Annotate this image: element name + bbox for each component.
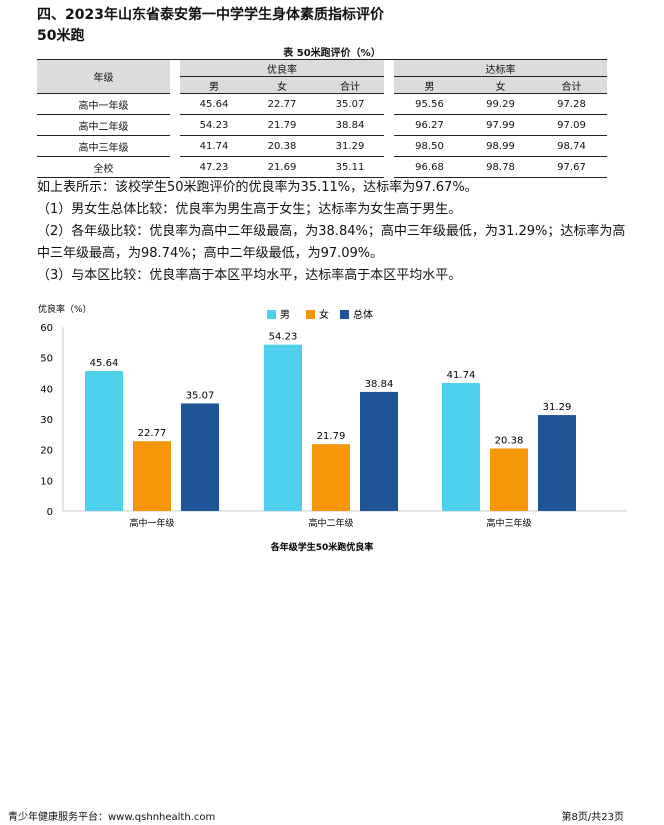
data-label: 22.77 xyxy=(138,428,167,439)
legend-label: 总体 xyxy=(353,308,373,321)
value-cell: 20.38 xyxy=(248,136,316,157)
table-row: 全校 47.23 21.69 35.11 96.68 98.78 97.67 xyxy=(37,157,607,178)
x-tick-label: 高中三年级 xyxy=(486,517,531,529)
paragraph: （3）与本区比较：优良率高于本区平均水平，达标率高于本区平均水平。 xyxy=(37,268,462,283)
value-cell: 97.28 xyxy=(536,94,607,115)
bar-chart: 优良率（%） 0 10 20 30 40 50 60 男 女 总体 45.64 22.77 35.07 高中… xyxy=(38,303,627,553)
legend-label: 男 xyxy=(280,309,290,321)
y-tick-label: 60 xyxy=(40,323,53,334)
grade-cell: 高中一年级 xyxy=(37,94,170,115)
value-cell: 31.29 xyxy=(316,136,384,157)
bar xyxy=(490,448,528,511)
value-cell: 22.77 xyxy=(248,94,316,115)
value-cell: 97.09 xyxy=(536,115,607,136)
grade-cell: 全校 xyxy=(37,157,170,178)
value-cell: 98.50 xyxy=(394,136,465,157)
y-tick-label: 30 xyxy=(40,415,53,426)
grade-cell: 高中二年级 xyxy=(37,115,170,136)
sub-header: 合计 xyxy=(316,77,384,94)
y-tick-label: 50 xyxy=(40,354,53,365)
value-cell: 47.23 xyxy=(180,157,248,178)
evaluation-table: 年级 优良率 达标率 男 女 合计 男 女 合计 高中一年级 45.64 22.77… xyxy=(37,59,607,178)
data-label: 45.64 xyxy=(90,358,119,369)
bar xyxy=(181,403,219,511)
data-label: 38.84 xyxy=(365,379,394,390)
value-cell: 45.64 xyxy=(180,94,248,115)
value-cell: 96.68 xyxy=(394,157,465,178)
value-cell: 21.69 xyxy=(248,157,316,178)
paragraph: （2）各年级比较：优良率为高中二年级最高，为38.84%；高中三年级最低，为31… xyxy=(37,224,626,261)
data-label: 21.79 xyxy=(317,431,346,442)
sub-header: 女 xyxy=(465,77,536,94)
subsection-heading: 50米跑 xyxy=(37,28,85,44)
section-heading: 四、2023年山东省泰安第一中学学生身体素质指标评价 xyxy=(37,7,384,23)
sub-header: 男 xyxy=(180,77,248,94)
value-cell: 41.74 xyxy=(180,136,248,157)
legend-swatch xyxy=(306,310,315,319)
bar xyxy=(85,371,123,511)
legend-swatch xyxy=(267,310,276,319)
bar xyxy=(360,391,398,511)
grade-header: 年级 xyxy=(37,59,170,94)
bar xyxy=(312,444,350,511)
bar xyxy=(133,441,171,511)
table-row: 高中一年级 45.64 22.77 35.07 95.56 99.29 97.28 xyxy=(37,94,607,115)
y-tick-label: 40 xyxy=(40,384,53,395)
bar xyxy=(264,344,302,511)
x-tick-label: 高中一年级 xyxy=(129,517,174,529)
value-cell: 98.74 xyxy=(536,136,607,157)
data-label: 31.29 xyxy=(543,402,572,413)
table-caption: 表 50米跑评价（%） xyxy=(283,48,381,59)
legend-swatch xyxy=(340,310,349,319)
value-cell: 54.23 xyxy=(180,115,248,136)
table-row: 高中三年级 41.74 20.38 31.29 98.50 98.99 98.74 xyxy=(37,136,607,157)
footer-page: 第8页/共23页 xyxy=(561,812,624,823)
data-label: 54.23 xyxy=(269,332,298,343)
y-axis-label: 优良率（%） xyxy=(38,303,92,315)
sub-header: 男 xyxy=(394,77,465,94)
value-cell: 95.56 xyxy=(394,94,465,115)
data-label: 20.38 xyxy=(495,436,524,447)
pass-header: 达标率 xyxy=(394,59,607,77)
value-cell: 35.07 xyxy=(316,94,384,115)
value-cell: 35.11 xyxy=(316,157,384,178)
y-tick-label: 20 xyxy=(40,446,53,457)
table-row: 高中二年级 54.23 21.79 38.84 96.27 97.99 97.09 xyxy=(37,115,607,136)
data-label: 35.07 xyxy=(186,390,215,401)
sub-header: 女 xyxy=(248,77,316,94)
grade-cell: 高中三年级 xyxy=(37,136,170,157)
value-cell: 38.84 xyxy=(316,115,384,136)
bar xyxy=(538,415,576,511)
excellent-header: 优良率 xyxy=(180,59,384,77)
value-cell: 21.79 xyxy=(248,115,316,136)
value-cell: 99.29 xyxy=(465,94,536,115)
sub-header: 合计 xyxy=(536,77,607,94)
paragraph: 如上表所示：该校学生50米跑评价的优良率为35.11%，达标率为97.67%。 xyxy=(37,180,478,195)
y-tick-label: 0 xyxy=(47,507,53,518)
legend-label: 女 xyxy=(319,308,329,321)
paragraph: （1）男女生总体比较：优良率为男生高于女生；达标率为女生高于男生。 xyxy=(37,202,462,217)
value-cell: 98.78 xyxy=(465,157,536,178)
chart-title: 各年级学生50米跑优良率 xyxy=(270,541,374,553)
value-cell: 98.99 xyxy=(465,136,536,157)
x-tick-label: 高中二年级 xyxy=(308,517,353,529)
value-cell: 97.99 xyxy=(465,115,536,136)
value-cell: 97.67 xyxy=(536,157,607,178)
data-label: 41.74 xyxy=(447,370,476,381)
y-tick-label: 10 xyxy=(40,476,53,487)
footer-site: 青少年健康服务平台：www.qshnhealth.com xyxy=(8,812,216,823)
bar xyxy=(442,382,480,511)
value-cell: 96.27 xyxy=(394,115,465,136)
